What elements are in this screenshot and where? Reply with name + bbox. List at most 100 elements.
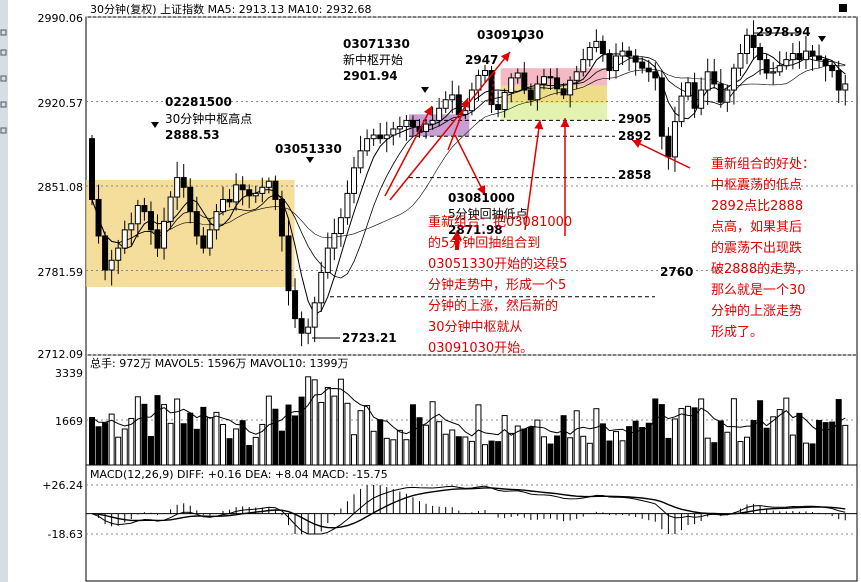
volume-bar xyxy=(161,404,168,466)
volume-bar xyxy=(540,436,547,466)
volume-bar xyxy=(154,395,161,466)
left-explanation-line: 30分钟中枢就从 xyxy=(428,319,523,335)
volume-bar xyxy=(377,419,384,466)
candle xyxy=(796,53,803,61)
candle xyxy=(704,71,711,91)
settings-icon[interactable] xyxy=(839,4,847,12)
volume-header: 总手: 972万 MAVOL5: 1596万 MAVOL10: 1399万 xyxy=(90,356,348,370)
candle xyxy=(763,59,770,74)
candle xyxy=(102,235,109,271)
volume-bar xyxy=(816,419,823,466)
right-explanation-line: 形成了。 xyxy=(711,325,763,340)
candle xyxy=(501,91,508,110)
annotation-02281500-time: 02281500 xyxy=(165,95,232,109)
volume-bar xyxy=(311,379,318,466)
candle xyxy=(455,94,462,115)
candle xyxy=(783,59,790,67)
candle xyxy=(357,150,364,169)
candle xyxy=(390,128,397,136)
volume-bar xyxy=(508,432,515,466)
volume-bar xyxy=(671,418,678,466)
volume-bar xyxy=(121,428,128,466)
macd-tick-bottom: -18.63 xyxy=(48,528,83,541)
volume-bar xyxy=(193,428,200,466)
candle xyxy=(128,223,135,231)
candle xyxy=(626,50,633,57)
volume-bar xyxy=(730,398,737,466)
candle xyxy=(698,89,705,109)
volume-bar xyxy=(331,395,338,466)
volume-bar xyxy=(501,415,508,466)
toolbar-tool-icon xyxy=(0,49,7,56)
candle xyxy=(396,126,403,130)
candle xyxy=(298,318,305,334)
down-marker-arrow xyxy=(306,157,314,163)
volume-bar xyxy=(658,404,665,466)
candle xyxy=(187,186,194,213)
candle xyxy=(351,167,357,194)
candle xyxy=(685,82,692,97)
right-explanation-line: 破2888的走势， xyxy=(711,261,809,277)
candle xyxy=(744,34,750,55)
candle xyxy=(442,99,449,109)
volume-bar xyxy=(246,444,253,466)
volume-bar xyxy=(822,422,829,466)
candle xyxy=(370,134,377,140)
candle xyxy=(488,70,495,106)
red-pointer-up xyxy=(452,230,462,240)
annotation-03091030-price: 2947 xyxy=(465,53,498,67)
candle xyxy=(423,123,430,132)
candle xyxy=(180,177,187,188)
candle xyxy=(658,77,665,137)
candle xyxy=(383,134,390,140)
volume-bar xyxy=(187,412,194,466)
candle xyxy=(377,134,384,140)
candle xyxy=(508,77,515,93)
annotation-03081000-time: 03081000 xyxy=(448,191,515,205)
left-explanation-line: 03091030开始。 xyxy=(428,341,533,356)
candle xyxy=(449,94,456,101)
candle xyxy=(639,61,646,69)
volume-bar xyxy=(744,436,750,466)
candle xyxy=(599,40,606,55)
candle xyxy=(730,67,737,91)
candle xyxy=(593,40,600,48)
volume-bar xyxy=(645,422,652,466)
volume-bar xyxy=(534,419,541,466)
candle xyxy=(534,83,541,101)
volume-bar xyxy=(613,431,619,466)
volume-bar xyxy=(599,423,606,466)
volume-bar xyxy=(233,428,240,466)
candle xyxy=(540,76,547,85)
candle xyxy=(200,235,207,249)
down-marker-arrow xyxy=(151,122,159,128)
annotation-03091030-time: 03091030 xyxy=(477,28,544,42)
volume-bar xyxy=(842,424,849,466)
candle xyxy=(174,177,181,198)
volume-bar xyxy=(763,427,770,466)
volume-bar xyxy=(95,426,102,466)
red-arrow xyxy=(389,51,511,201)
candle xyxy=(141,205,148,213)
candle xyxy=(789,53,796,61)
volume-bar xyxy=(626,426,633,466)
volume-bar xyxy=(789,434,796,466)
volume-bar xyxy=(455,436,462,466)
volume-bar xyxy=(783,397,790,466)
candle xyxy=(567,79,574,96)
right-explanation-line: 中枢震荡的低点 xyxy=(711,177,802,193)
candle xyxy=(193,211,200,237)
volume-bar xyxy=(265,395,272,466)
volume-bar xyxy=(383,437,390,466)
volume-bar xyxy=(678,408,685,466)
vol-tick-1669: 1669 xyxy=(55,415,83,428)
volume-bar xyxy=(586,442,593,466)
annotation-03051330-time: 03051330 xyxy=(275,142,342,156)
candle xyxy=(711,71,718,85)
volume-bar xyxy=(180,423,187,466)
zhongshu-box-new-bottom xyxy=(500,103,607,121)
right-explanation-line: 的震荡不出现跌 xyxy=(711,240,802,256)
candle xyxy=(292,290,299,320)
right-explanation: 重新组合的好处： 中枢震荡的低点 2892点比2888 点高，如果其后 的震荡不… xyxy=(711,156,815,340)
volume-bar xyxy=(482,444,488,466)
